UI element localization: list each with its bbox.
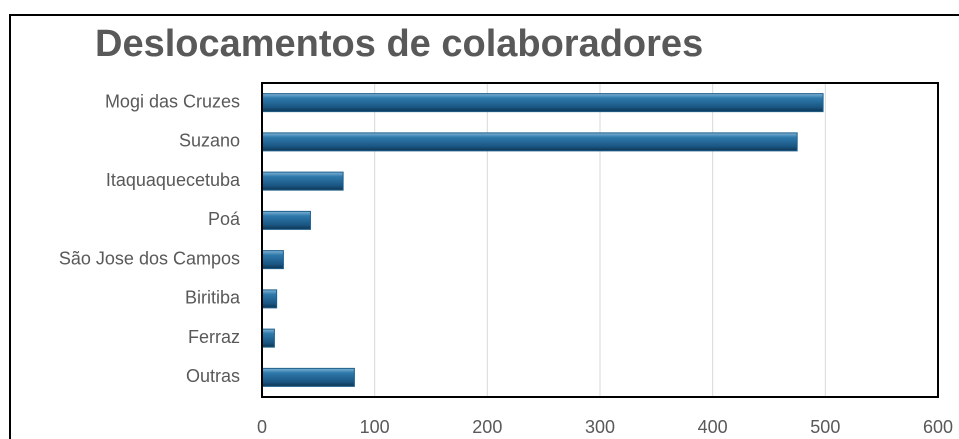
bar bbox=[261, 132, 798, 152]
bar bbox=[261, 289, 278, 309]
x-tick-label: 100 bbox=[360, 417, 390, 437]
x-tick-label: 500 bbox=[810, 417, 840, 437]
grid bbox=[261, 83, 939, 397]
x-tick-label: 600 bbox=[923, 417, 953, 437]
bar bbox=[261, 328, 275, 348]
x-tick-label: 200 bbox=[472, 417, 502, 437]
y-tick-label: Poá bbox=[208, 209, 241, 229]
bar bbox=[261, 250, 284, 270]
y-tick-label: São Jose dos Campos bbox=[59, 248, 240, 268]
x-tick-label: 0 bbox=[257, 417, 267, 437]
chart-title: Deslocamentos de colaboradores bbox=[95, 23, 703, 65]
bar bbox=[261, 210, 311, 230]
y-tick-label: Itaquaquecetuba bbox=[106, 170, 241, 190]
x-tick-label: 400 bbox=[698, 417, 728, 437]
y-tick-label: Outras bbox=[186, 366, 240, 386]
bar bbox=[261, 93, 824, 113]
chart-frame bbox=[9, 14, 959, 439]
bar bbox=[261, 367, 355, 387]
y-tick-label: Suzano bbox=[179, 131, 240, 151]
plot-area bbox=[261, 82, 939, 398]
bars bbox=[261, 93, 824, 387]
y-tick-label: Mogi das Cruzes bbox=[105, 91, 240, 111]
y-tick-label: Ferraz bbox=[188, 327, 240, 347]
x-tick-label: 300 bbox=[585, 417, 615, 437]
bar bbox=[261, 171, 344, 191]
y-tick-label: Biritiba bbox=[185, 288, 241, 308]
